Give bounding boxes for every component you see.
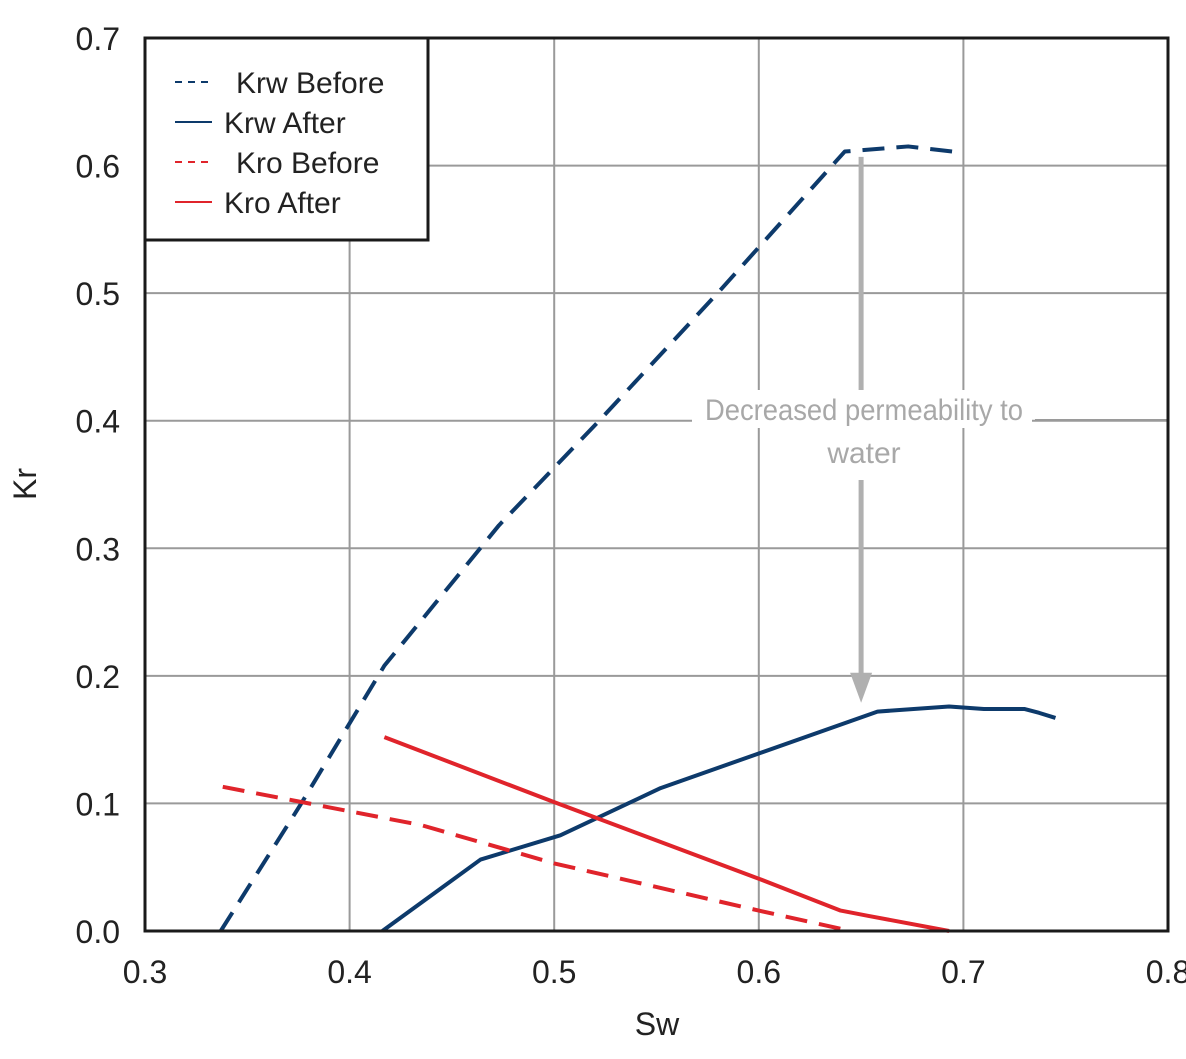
legend-label: Krw Before <box>236 67 384 100</box>
arrow-head-icon <box>850 672 873 703</box>
series-layer <box>219 144 1057 933</box>
plot-frame <box>143 36 1170 933</box>
x-tick-label: 0.6 <box>737 954 781 990</box>
y-tick-label: 0.3 <box>76 531 120 567</box>
y-tick-label: 0.0 <box>76 914 120 950</box>
x-tick-label: 0.4 <box>327 954 371 990</box>
x-axis-label: Sw <box>635 1006 680 1042</box>
y-tick-label: 0.4 <box>76 404 120 440</box>
annotation-background <box>812 434 912 472</box>
annotation-arrow <box>850 156 873 703</box>
y-tick-label: 0.2 <box>76 659 120 695</box>
x-tick-label: 0.5 <box>532 954 576 990</box>
series-line-kro-before <box>222 784 852 933</box>
y-axis-label: Kr <box>7 468 43 500</box>
annotation-background <box>692 390 1032 428</box>
legend-box <box>143 36 430 242</box>
x-tick-label: 0.8 <box>1146 954 1186 990</box>
y-tick-label: 0.7 <box>76 21 120 57</box>
x-tick-label: 0.3 <box>123 954 167 990</box>
tick-labels: 0.3 0.4 0.5 0.6 0.7 0.8 0.0 0.1 0.2 0.3 0.4 0.5 0.6 0… <box>76 21 1186 990</box>
legend: Krw Before Krw After Kro Before Kro After <box>143 36 430 242</box>
annotation-text-line2: water <box>826 437 900 470</box>
x-tick-label: 0.7 <box>941 954 985 990</box>
series-line-krw-after <box>381 704 1057 933</box>
y-tick-label: 0.5 <box>76 276 120 312</box>
legend-label: Kro Before <box>236 147 379 180</box>
y-tick-label: 0.1 <box>76 786 120 822</box>
legend-label: Krw After <box>224 107 346 140</box>
series-line-kro-after <box>383 735 950 933</box>
legend-label: Kro After <box>224 187 341 220</box>
annotation-text-line1: Decreased permeability to <box>705 394 1023 427</box>
series-line-krw-before <box>219 144 964 933</box>
y-tick-label: 0.6 <box>76 149 120 185</box>
annotation: Decreased permeability to water <box>692 156 1168 703</box>
